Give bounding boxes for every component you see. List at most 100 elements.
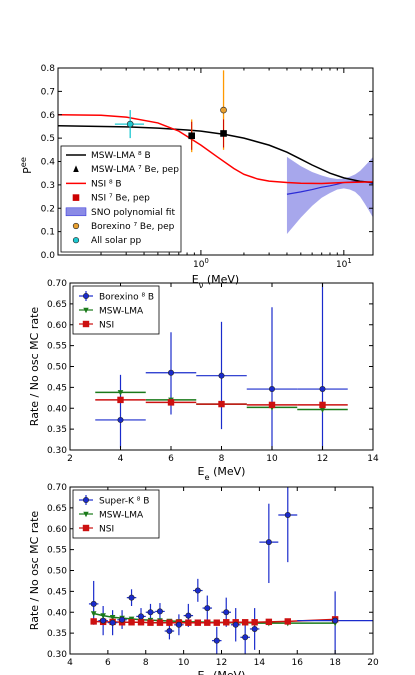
y-tick-label: 0.40 [47,608,67,618]
y-tick-label: 0.55 [47,546,67,556]
data-point [251,625,258,632]
nsi-point [147,619,154,626]
x-tick-label: 6 [168,454,174,464]
y-tick-label: 0.30 [47,446,67,456]
data-point [204,605,211,612]
legend-label: All solar pp [91,236,142,246]
data-point [109,619,116,626]
y-tick-label: 0.30 [47,650,67,660]
legend-key [82,320,90,328]
legend-label: MSW-LMA [99,307,144,317]
x-tick-label: 4 [67,658,73,668]
nsi-point [251,619,258,626]
nsi-point [166,619,173,626]
y-axis-label: Rate / No osc MC rate [28,307,41,427]
y-tick-label: 0.40 [47,404,67,414]
nsi-point [90,618,97,625]
data-point [223,609,230,616]
nsi-point [185,619,192,626]
nsi-point [137,619,145,626]
x-tick-label-base: 10 [193,260,205,270]
chart-superk-rate: 4 6 8 10 12 14 16 18 20 0.30 0.35 0.40 0.45 0.50 0.55 0… [28,483,379,675]
data-point [213,637,220,644]
legend-key [83,292,90,299]
x-tick-label: 14 [367,454,379,464]
legend-key [72,194,80,201]
y-tick-label: 0.35 [47,425,67,435]
legend-key [72,222,80,230]
legend-label: MSW-LMA [99,511,144,521]
data-point [166,628,173,635]
nsi-point [284,618,291,625]
legend: Super-K ⁸ B MSW-LMA NSI [72,489,160,539]
x-tick-label: 8 [143,658,149,668]
y-tick-label: 0.4 [41,158,56,168]
data-point [218,372,225,379]
data-point [147,609,154,616]
legend-label: NSI [99,525,114,535]
legend-key [65,207,87,217]
legend-label: Borexino ⁸ B [99,293,154,303]
msw-lma-point [109,614,116,621]
y-tick-label: 0.8 [41,64,56,74]
legend-key [72,237,80,244]
y-axis-label-script: ee [18,157,28,167]
plot-area [88,487,373,654]
data-point [175,621,182,628]
data-point [168,369,175,376]
data-point [156,608,163,615]
legend-label: Super-K ⁸ B [99,497,149,507]
x-tick-label: 6 [105,658,111,668]
sno-band [286,156,373,234]
y-axis-label: Rate / No osc MC rate [28,511,41,631]
x-axis-label: Ee (MeV) [198,669,246,675]
x-tick-label: 10 [266,454,278,464]
data-point [265,539,272,546]
x-tick-label: 18 [329,658,341,668]
msw-lma-8b-line [58,124,373,184]
y-tick-label: 0.70 [47,279,67,289]
nsi-point [218,400,225,408]
plot-area [95,283,348,450]
data-point [128,594,135,601]
y-tick-label: 0.65 [47,504,67,514]
data-point [138,613,145,620]
nsi-point [128,619,135,626]
x-tick-label: 8 [219,454,225,464]
y-tick-label: 0.60 [47,525,67,535]
x-tick-label: 12 [317,454,328,464]
data-point [194,587,201,594]
nsi-point [241,619,249,626]
y-axis-label-base: P [21,167,34,174]
legend-label: SNO polynomial fit [91,208,175,218]
msw-lma-point [100,613,106,619]
msw-lma-7be-pep-point [220,129,227,137]
x-axis-label: Eν (MeV) [192,273,239,290]
y-tick-label: 0.50 [47,363,67,373]
y-tick-label: 0.0 [41,251,56,261]
y-tick-label: 0.7 [41,87,55,97]
data-point [100,617,107,624]
legend-label: NSI ⁸ B [91,179,122,189]
legend: Borexino ⁸ B MSW-LMA NSI [72,285,160,335]
y-tick-label: 0.70 [47,483,67,493]
nsi-point [156,619,164,626]
legend-key [73,165,79,172]
x-tick-label-script: 1 [347,257,351,265]
msw-lma-point [90,611,97,617]
x-tick-label: 10 [178,658,190,668]
data-point [332,617,339,624]
y-tick-label: 0.65 [47,300,67,310]
nsi-point [194,619,202,626]
x-tick-label: 4 [118,454,124,464]
x-axis-label-base: E [198,669,205,675]
y-tick-label: 0.1 [41,228,55,238]
x-tick-label-script: 0 [204,257,208,265]
borexino-point [220,106,227,114]
y-tick-label: 0.2 [41,204,55,214]
y-axis-label: Pee [18,157,34,174]
nsi-point [268,401,276,409]
x-axis-label-rest: (MeV) [210,669,246,675]
